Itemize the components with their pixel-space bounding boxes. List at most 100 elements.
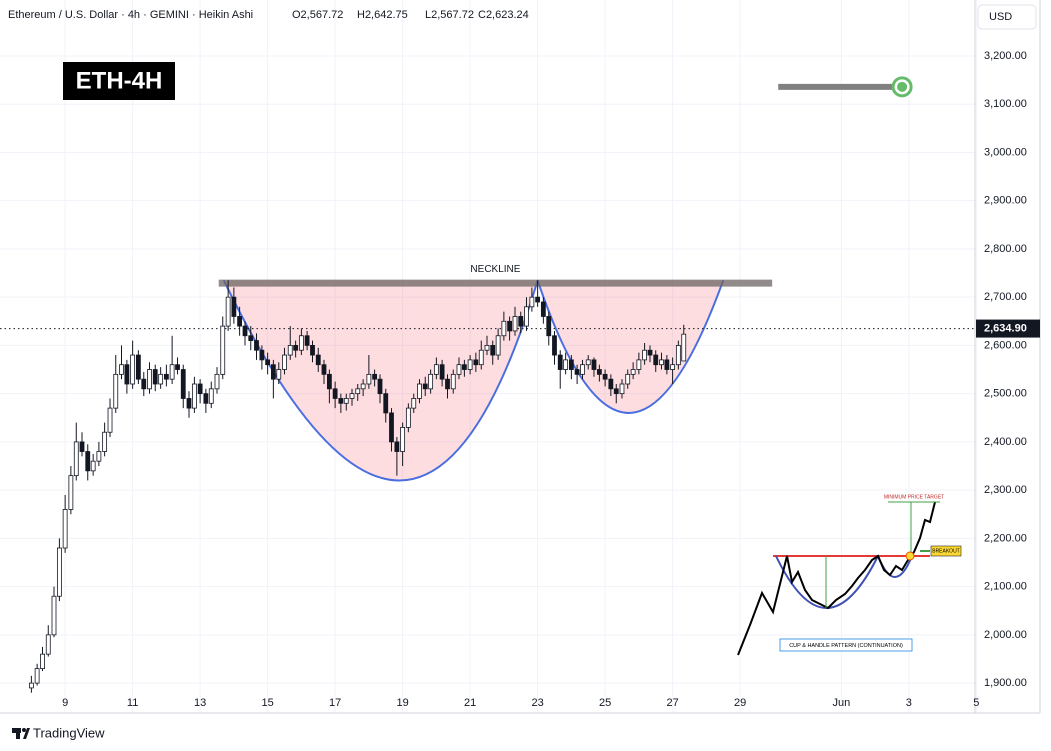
candle-body (675, 345, 681, 366)
logo-part (16, 728, 20, 739)
y-tick-label: 1,900.00 (984, 677, 1027, 689)
candle-body (270, 364, 276, 380)
candle-body (619, 383, 625, 395)
candle-body (56, 547, 62, 597)
candle-body (557, 354, 563, 370)
pattern-fill (537, 280, 724, 413)
candle-body (259, 349, 265, 361)
candle-body (282, 354, 287, 370)
candle-body (613, 388, 619, 395)
candle-body (248, 335, 254, 341)
candle-body (293, 345, 299, 351)
y-tick-label: 2,600.00 (984, 339, 1027, 351)
candle-body (394, 441, 400, 452)
candle-body (383, 393, 389, 414)
inset-caption: CUP & HANDLE PATTERN (CONTINUATION) (789, 643, 903, 649)
candle-body (220, 325, 226, 375)
candle-body (152, 369, 158, 385)
candle-body (321, 364, 327, 375)
axes: 1,900.00 2,000.00 2,100.00 2,200.00 2,300.00… (62, 50, 1040, 709)
inset-breakout-label: BREAKOUT (932, 548, 960, 554)
candle-body (34, 668, 40, 684)
candle-body (186, 398, 192, 409)
y-tick-label: 2,000.00 (984, 629, 1027, 641)
last-price-box (976, 319, 1040, 338)
candle-body (653, 354, 659, 366)
candle-body (535, 296, 541, 303)
candle-body (467, 359, 473, 370)
candle-body (456, 364, 462, 375)
candle-body (518, 316, 524, 327)
candle-body (326, 373, 332, 390)
candle-body (310, 345, 315, 356)
x-tick-label: 11 (127, 697, 138, 709)
candle-body (349, 393, 355, 399)
brand-name: TradingView (33, 725, 105, 740)
target-marker-dot (897, 81, 908, 92)
x-tick-label: 21 (464, 697, 476, 709)
candles (28, 280, 687, 693)
pattern-curve (536, 279, 725, 414)
branding: TradingView (12, 725, 105, 740)
last-price-label: 2,634.90 (984, 322, 1027, 334)
candle-body (484, 345, 490, 351)
candle-body (681, 333, 687, 362)
symbol-title: Ethereum / U.S. Dollar · 4h · GEMINI · H… (8, 9, 253, 21)
x-tick-label: 5 (973, 697, 979, 709)
x-tick-label: 25 (599, 697, 611, 709)
candle-body (158, 373, 164, 385)
candle-body (428, 373, 434, 390)
candle-body (490, 345, 496, 356)
candle-body (552, 335, 557, 356)
candle-body (608, 378, 614, 390)
candle-body (315, 354, 321, 366)
candle-body (461, 364, 467, 370)
chart-label: ETH-4H (76, 67, 163, 94)
inset-target-label: MINIMUM PRICE TARGET (884, 494, 944, 500)
candle-body (130, 354, 136, 385)
logo-part (22, 728, 26, 732)
candle-body (591, 359, 597, 370)
x-tick-label: 29 (734, 697, 746, 709)
y-tick-label: 2,700.00 (984, 291, 1027, 303)
candle-body (473, 359, 479, 366)
candle-body (287, 345, 293, 356)
candle-body (141, 378, 147, 390)
candle-body (540, 301, 546, 317)
candle-body (225, 296, 231, 327)
candle-body (596, 369, 602, 375)
candle-body (389, 412, 394, 443)
candle-body (45, 634, 51, 655)
candle-body (180, 369, 186, 399)
inset-caption-box (779, 638, 913, 652)
candle-body (439, 364, 445, 380)
candle-body (580, 364, 585, 375)
x-tick-label: 9 (62, 697, 68, 709)
candle-body (237, 316, 243, 327)
candle-body (175, 364, 180, 370)
ohlc-low: L2,567.72 (425, 9, 474, 21)
x-tick-label: 19 (396, 697, 408, 709)
candle-body (372, 373, 378, 380)
ohlc-high: H2,642.75 (357, 9, 408, 21)
candle-body (422, 383, 428, 390)
y-tick-label: 3,000.00 (984, 146, 1027, 158)
candle-body (405, 407, 411, 428)
x-tick-label: Jun (832, 697, 850, 709)
candle-body (40, 653, 45, 670)
x-tick-label: 13 (194, 697, 206, 709)
x-tick-label: 15 (262, 697, 274, 709)
candle-body (62, 509, 68, 549)
candle-body (85, 451, 91, 472)
candle-body (73, 441, 79, 477)
currency-box[interactable] (977, 4, 1037, 30)
candle-body (242, 325, 248, 337)
candle-body (478, 349, 484, 366)
candle-body (355, 388, 361, 395)
candle-body (304, 335, 310, 346)
candle-body (433, 364, 439, 375)
y-tick-label: 2,800.00 (984, 243, 1027, 255)
candle-body (191, 383, 197, 409)
candle-body (28, 682, 34, 689)
candle-body (366, 373, 372, 385)
